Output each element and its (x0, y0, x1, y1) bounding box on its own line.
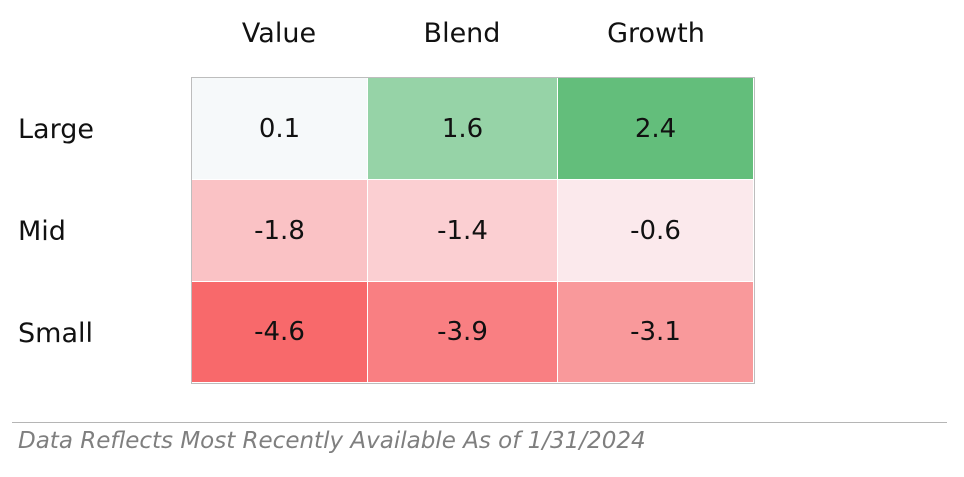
heatmap-grid: 0.1 1.6 2.4 -1.8 -1.4 -0.6 -4.6 -3.9 -3.1 (191, 77, 755, 384)
footnote-text: Data Reflects Most Recently Available As… (18, 428, 646, 454)
column-header-blend: Blend (423, 18, 501, 49)
column-header-value: Value (241, 18, 317, 49)
heatmap-cell-large-value: 0.1 (192, 78, 368, 180)
heatmap-cell-small-value: -4.6 (192, 282, 368, 383)
heatmap-cell-small-blend: -3.9 (368, 282, 558, 383)
row-header-small: Small (18, 318, 93, 349)
heatmap-cell-mid-blend: -1.4 (368, 180, 558, 282)
heatmap-cell-large-growth: 2.4 (558, 78, 754, 180)
footnote-divider (12, 422, 947, 423)
heatmap-cell-small-growth: -3.1 (558, 282, 754, 383)
column-header-growth: Growth (607, 18, 705, 49)
heatmap-cell-large-blend: 1.6 (368, 78, 558, 180)
row-header-large: Large (18, 114, 94, 145)
heatmap-cell-mid-value: -1.8 (192, 180, 368, 282)
row-header-mid: Mid (18, 216, 66, 247)
heatmap-cell-mid-growth: -0.6 (558, 180, 754, 282)
